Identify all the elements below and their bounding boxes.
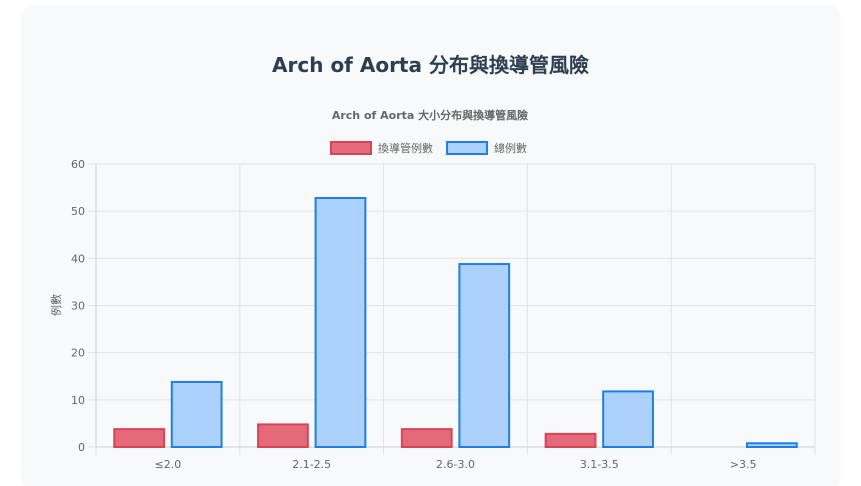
y-tick-label-6: 60 [71, 158, 85, 171]
legend-item-1[interactable]: 總例數 [446, 141, 527, 155]
bar-series1-1[interactable] [314, 197, 367, 448]
x-tick-label-4: >3.5 [730, 458, 757, 471]
bar-series1-2[interactable] [458, 263, 511, 448]
y-tick-label-3: 30 [71, 300, 85, 313]
grid [88, 163, 816, 455]
chart-card [22, 6, 839, 486]
bar-series0-3[interactable] [544, 432, 597, 449]
x-tick-label-2: 2.6-3.0 [436, 458, 475, 471]
bars [113, 197, 798, 449]
legend-label-0: 換導管例數 [378, 141, 433, 155]
y-axis-ticks: 0 10 20 30 40 50 60 [71, 158, 85, 454]
bar-series1-0[interactable] [170, 380, 223, 449]
bar-series0-2[interactable] [400, 428, 453, 448]
bar-chart: Arch of Aorta 大小分布與換導管風險 換導管例數 總例數 例數 0 1… [49, 108, 816, 471]
x-tick-label-0: ≤2.0 [155, 458, 182, 471]
page-title: Arch of Aorta 分布與換導管風險 [272, 53, 589, 77]
bar-series0-1[interactable] [257, 423, 309, 448]
legend: 換導管例數 總例數 [330, 141, 527, 155]
legend-label-1: 總例數 [494, 141, 527, 155]
legend-swatch-1 [446, 141, 488, 155]
legend-item-0[interactable]: 換導管例數 [330, 141, 433, 155]
x-tick-label-3: 3.1-3.5 [580, 458, 619, 471]
bar-series0-0[interactable] [113, 428, 166, 448]
y-axis-title: 例數 [49, 294, 63, 316]
y-tick-label-0: 0 [78, 441, 85, 454]
y-tick-label-1: 10 [71, 394, 85, 407]
y-tick-label-2: 20 [71, 347, 85, 360]
bar-series1-4[interactable] [745, 442, 798, 448]
bar-series1-3[interactable] [602, 390, 654, 448]
y-tick-label-4: 40 [71, 252, 85, 265]
legend-swatch-0 [330, 141, 372, 155]
y-tick-label-5: 50 [71, 205, 85, 218]
x-tick-label-1: 2.1-2.5 [292, 458, 331, 471]
chart-subtitle: Arch of Aorta 大小分布與換導管風險 [332, 108, 528, 122]
x-axis-ticks: ≤2.0 2.1-2.5 2.6-3.0 3.1-3.5 >3.5 [155, 458, 757, 471]
